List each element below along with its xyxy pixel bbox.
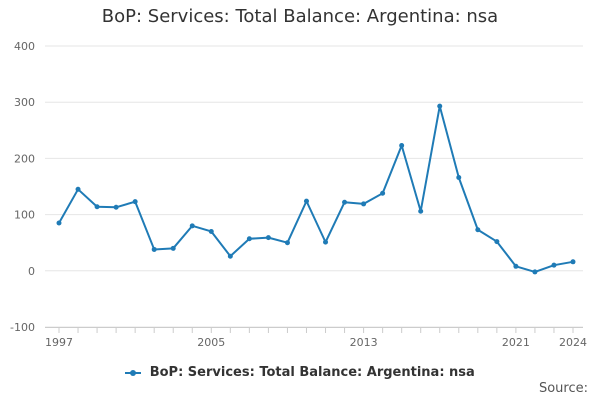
y-tick-label: -100 — [10, 321, 35, 334]
data-point — [513, 263, 519, 269]
y-tick-label: 0 — [28, 265, 35, 278]
data-point — [170, 245, 176, 251]
legend-label: BoP: Services: Total Balance: Argentina:… — [149, 365, 475, 380]
y-tick-label: 300 — [14, 96, 35, 109]
data-point — [456, 175, 462, 181]
x-tick-label: 2024 — [559, 336, 587, 349]
data-point — [437, 103, 443, 109]
data-point — [323, 239, 329, 245]
data-point — [56, 220, 62, 226]
data-point — [380, 190, 386, 196]
data-point — [399, 142, 405, 148]
data-point — [151, 246, 157, 252]
legend[interactable]: BoP: Services: Total Balance: Argentina:… — [0, 365, 600, 380]
series-line — [58, 105, 574, 273]
data-point — [532, 269, 538, 275]
chart-title: BoP: Services: Total Balance: Argentina:… — [101, 6, 499, 27]
data-point — [303, 198, 309, 204]
data-point — [208, 228, 214, 234]
data-point — [361, 201, 367, 207]
x-tick-label: 1997 — [45, 336, 73, 349]
data-point — [265, 235, 271, 241]
data-point — [418, 208, 424, 214]
data-point — [284, 240, 290, 246]
y-tick-label: 400 — [14, 40, 35, 53]
data-point — [475, 227, 481, 233]
data-point — [189, 223, 195, 229]
x-tick-label: 2013 — [350, 336, 378, 349]
data-point — [494, 239, 500, 245]
data-point — [132, 199, 138, 205]
data-point — [94, 204, 100, 210]
source-label: Source: — [538, 381, 588, 396]
data-point — [342, 199, 348, 205]
data-point — [246, 236, 252, 242]
data-point — [551, 262, 557, 268]
legend-line-marker-icon — [125, 368, 142, 378]
data-point — [113, 204, 119, 210]
x-tick-label: 2021 — [502, 336, 530, 349]
y-tick-label: 100 — [14, 209, 35, 222]
data-point — [75, 186, 81, 192]
data-point — [227, 253, 233, 259]
y-tick-label: 200 — [14, 152, 35, 165]
data-point — [570, 259, 576, 265]
x-tick-label: 2005 — [197, 336, 225, 349]
